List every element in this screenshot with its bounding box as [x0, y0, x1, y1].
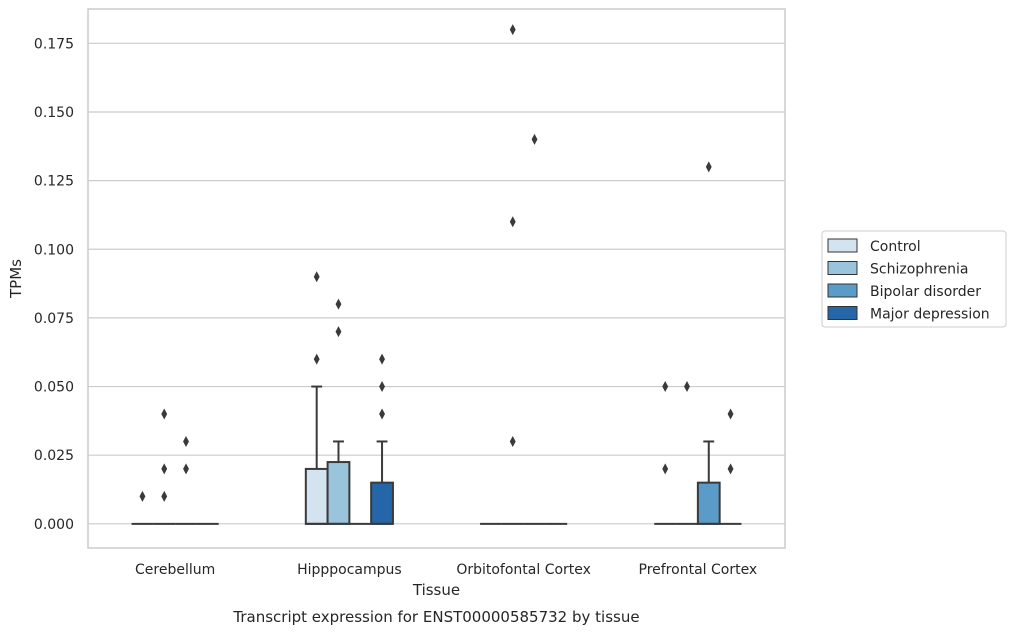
outlier-point	[161, 408, 168, 420]
y-tick-label: 0.025	[34, 448, 74, 464]
outlier-point	[727, 463, 734, 475]
legend-swatch	[827, 238, 858, 253]
legend-swatch	[827, 306, 858, 320]
y-tick-label: 0.075	[34, 311, 74, 327]
box-body	[370, 481, 394, 525]
outlier-point	[509, 24, 516, 36]
box-body	[326, 461, 351, 525]
boxes	[131, 385, 742, 525]
legend-frame	[821, 230, 1007, 328]
y-tick-label: 0.175	[34, 36, 74, 52]
y-axis-title: TPMs	[7, 259, 25, 299]
legend: Control Schizophrenia Bipolar disorder Majo…	[821, 230, 1007, 328]
outlier-point	[183, 463, 189, 475]
outlier-points	[139, 24, 734, 502]
y-tick-label: 0.000	[34, 517, 74, 533]
y-tick-label: 0.150	[34, 105, 74, 121]
x-axis-title: Tissue	[412, 581, 460, 599]
legend-swatch	[827, 283, 858, 298]
outlier-point	[379, 381, 385, 393]
x-tick-label: Orbitofontal Cortex	[456, 562, 591, 578]
box-control	[304, 385, 329, 525]
outlier-point	[379, 408, 385, 420]
outlier-point	[313, 353, 320, 365]
outlier-point	[531, 133, 538, 145]
outlier-point	[684, 381, 690, 393]
plot-frame	[87, 8, 786, 549]
x-tick-label: Hipppocampus	[297, 562, 402, 578]
outlier-point	[161, 463, 168, 475]
box-bipolar-disorder	[696, 440, 721, 525]
box-major-depression	[370, 440, 394, 525]
outlier-point	[335, 326, 342, 338]
legend-swatch	[827, 261, 858, 275]
box-body	[696, 481, 721, 525]
legend-label: Schizophrenia	[870, 262, 968, 278]
x-tick-label: Cerebellum	[135, 562, 215, 578]
box-body	[304, 467, 329, 525]
outlier-point	[727, 408, 734, 420]
chart-caption: Transcript expression for ENST0000058573…	[232, 608, 639, 626]
legend-label: Bipolar disorder	[870, 284, 981, 300]
outlier-point	[662, 463, 669, 475]
legend-label: Major depression	[870, 307, 990, 323]
outlier-point	[705, 161, 712, 173]
legend-label: Control	[870, 239, 921, 255]
outlier-point	[335, 298, 342, 310]
box-schizophrenia	[326, 440, 351, 525]
y-axis-ticks: 0.000 0.025 0.050 0.075 0.100 0.125 0.150 0.175	[34, 36, 74, 533]
x-tick-label: Prefrontal Cortex	[639, 562, 758, 578]
outlier-point	[662, 381, 669, 393]
outlier-point	[183, 435, 189, 447]
outlier-point	[161, 490, 168, 502]
y-tick-label: 0.125	[34, 174, 74, 190]
outlier-point	[509, 216, 516, 228]
outlier-point	[313, 271, 320, 283]
outlier-point	[379, 353, 385, 365]
outlier-point	[139, 490, 146, 502]
x-axis-ticks: Cerebellum Hipppocampus Orbitofontal Corte…	[135, 562, 757, 578]
y-tick-label: 0.050	[34, 380, 74, 396]
grid-lines	[88, 42, 785, 525]
y-tick-label: 0.100	[34, 242, 74, 258]
outlier-point	[509, 435, 516, 447]
